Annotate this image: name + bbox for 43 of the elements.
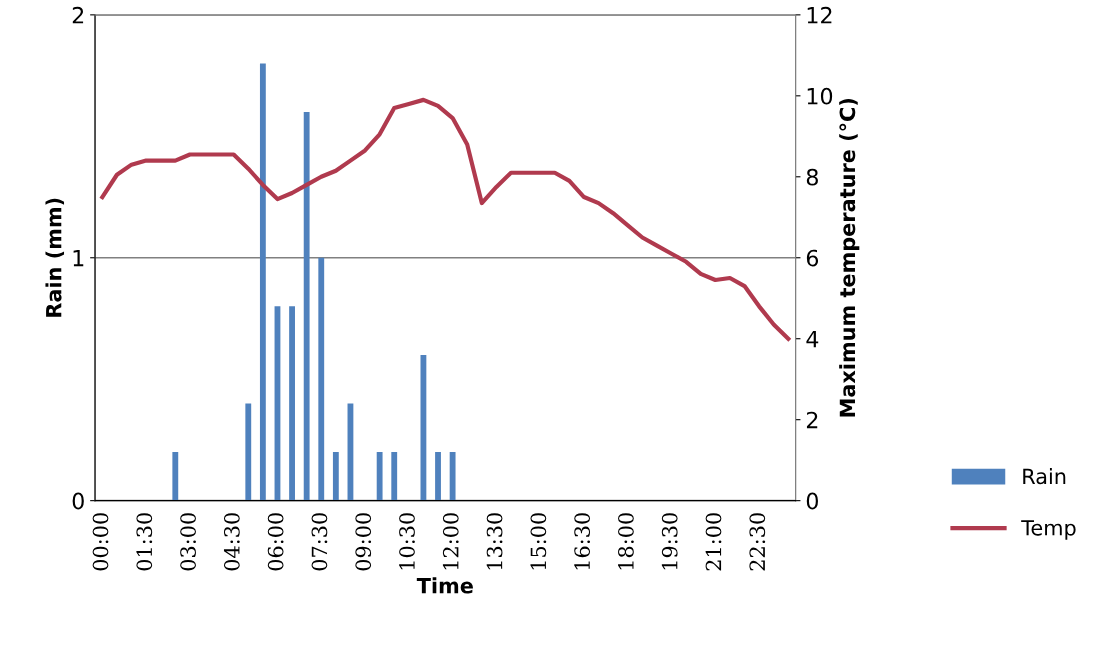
- x-tick-label: 18:00: [618, 513, 634, 570]
- bar: [435, 452, 441, 501]
- y2-tick-label: 6: [806, 249, 819, 267]
- y-tick-label: 1: [73, 250, 84, 267]
- bar: [259, 63, 266, 501]
- bar: [318, 257, 325, 501]
- bar: [332, 452, 339, 501]
- line-series: [100, 97, 791, 341]
- y2-tick-label: 4: [806, 330, 819, 348]
- bar: [289, 306, 295, 501]
- y2-tick-label: 12: [807, 6, 832, 24]
- y2-axis-title: Maximum temperature (°C): [839, 98, 860, 417]
- x-tick-label: 07:30: [311, 513, 328, 571]
- x-tick-label: 04:30: [223, 513, 240, 571]
- x-tick-label: 16:30: [574, 513, 591, 570]
- x-axis-title: Time: [416, 577, 473, 594]
- bar: [449, 452, 456, 501]
- x-tick-label: 19:30: [661, 513, 678, 570]
- y-axis-title: Rain (mm): [45, 198, 65, 317]
- bar: [391, 452, 398, 501]
- y-tick-label: 2: [72, 6, 84, 24]
- bar: [245, 403, 252, 501]
- x-tick-label: 10:30: [399, 513, 415, 570]
- x-tick-label: 01:30: [136, 513, 153, 571]
- bar: [303, 112, 310, 501]
- x-tick-label: 22:30: [749, 513, 766, 571]
- x-tick-label: 03:00: [180, 513, 196, 571]
- x-tick-label: 09:00: [355, 513, 372, 571]
- y2-tick-label: 0: [806, 492, 818, 510]
- y2-tick-label: 8: [806, 168, 818, 186]
- x-tick-label: 00:00: [92, 513, 109, 571]
- x-tick-label: 06:00: [267, 513, 284, 571]
- x-tick-label: 12:00: [442, 513, 459, 570]
- legend-label: Temp: [1021, 520, 1076, 540]
- y2-tick-label: 2: [806, 411, 818, 429]
- legend-label: Rain: [1023, 468, 1066, 485]
- x-tick-label: 15:00: [530, 513, 547, 570]
- bar: [172, 452, 179, 501]
- bar: [376, 452, 383, 501]
- x-tick-label: 21:00: [705, 513, 722, 571]
- x-tick-label: 13:30: [486, 513, 503, 570]
- y2-tick-label: 10: [807, 87, 833, 105]
- y-tick-label: 0: [72, 492, 84, 510]
